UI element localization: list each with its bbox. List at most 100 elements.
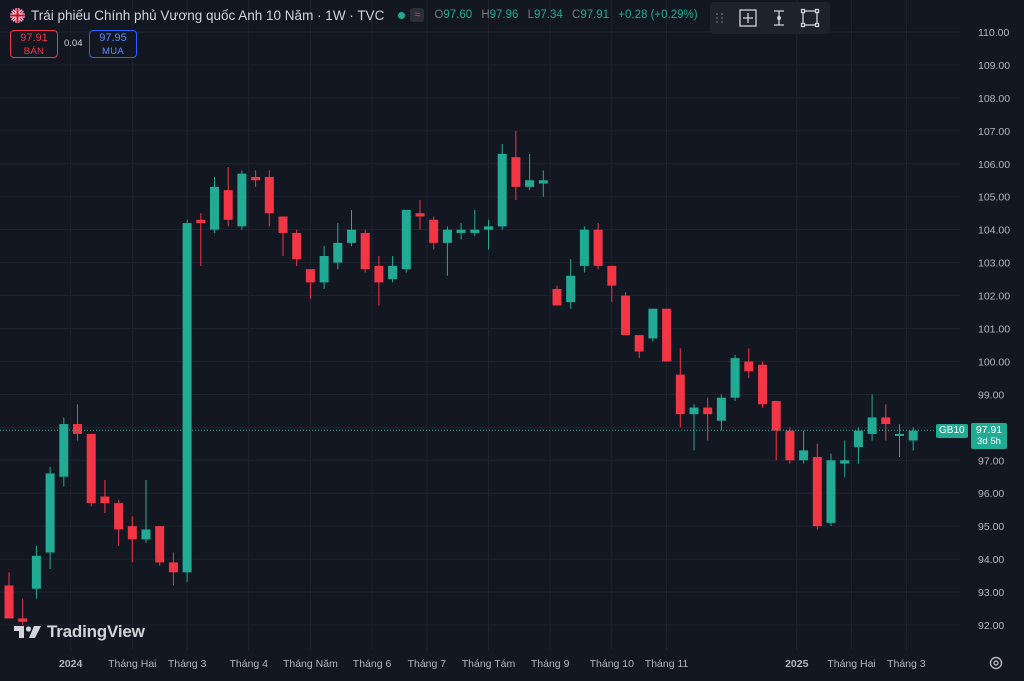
candle[interactable]: [662, 308, 672, 362]
chart-header: Trái phiếu Chính phủ Vương quốc Anh 10 N…: [10, 6, 698, 24]
candle-body: [168, 562, 178, 573]
y-tick-label: 108.00: [978, 93, 1010, 105]
candle[interactable]: [442, 226, 452, 276]
candle[interactable]: [785, 427, 795, 464]
x-tick-label: Tháng 7: [408, 658, 447, 670]
candle[interactable]: [511, 130, 521, 201]
candle[interactable]: [251, 170, 261, 187]
candle-body: [497, 153, 507, 227]
y-tick-label: 94.00: [978, 554, 1004, 566]
candle[interactable]: [867, 394, 877, 441]
candle[interactable]: [456, 223, 466, 240]
candle[interactable]: [278, 216, 288, 257]
candle-body: [305, 269, 315, 283]
candle[interactable]: [31, 545, 41, 599]
y-tick-label: 104.00: [978, 225, 1010, 237]
countdown-value: 3d 5h: [977, 436, 1001, 447]
candle[interactable]: [305, 269, 315, 299]
symbol-title[interactable]: Trái phiếu Chính phủ Vương quốc Anh 10 N…: [31, 7, 385, 23]
candle[interactable]: [360, 229, 370, 273]
candle[interactable]: [388, 256, 398, 283]
candle[interactable]: [525, 153, 535, 191]
uk-flag-icon: [10, 7, 25, 23]
candle[interactable]: [634, 335, 644, 359]
candle[interactable]: [538, 170, 548, 197]
candle[interactable]: [716, 394, 726, 431]
candle[interactable]: [168, 552, 178, 586]
candle[interactable]: [566, 259, 576, 309]
candle-body: [703, 407, 713, 415]
candle[interactable]: [127, 516, 137, 563]
candle[interactable]: [4, 572, 14, 619]
candle[interactable]: [895, 424, 904, 457]
candle[interactable]: [771, 400, 781, 461]
candle-body: [675, 374, 685, 415]
candle[interactable]: [18, 598, 28, 625]
candle[interactable]: [470, 209, 480, 237]
candle[interactable]: [826, 453, 836, 527]
candle[interactable]: [908, 427, 918, 451]
candle[interactable]: [689, 404, 699, 451]
measure-icon[interactable]: [767, 5, 790, 31]
candle[interactable]: [853, 427, 863, 464]
candle[interactable]: [155, 526, 165, 566]
candle[interactable]: [621, 292, 630, 336]
candle-body: [525, 180, 535, 187]
candle[interactable]: [374, 256, 384, 306]
candle[interactable]: [223, 167, 233, 227]
candle[interactable]: [607, 265, 617, 303]
market-status[interactable]: ≈: [398, 8, 425, 22]
tradingview-logo[interactable]: TradingView: [14, 622, 145, 642]
candle[interactable]: [758, 361, 767, 408]
candle[interactable]: [100, 480, 110, 513]
candle[interactable]: [196, 213, 206, 266]
candle[interactable]: [552, 285, 562, 306]
candle[interactable]: [648, 308, 658, 342]
candle[interactable]: [579, 226, 589, 273]
candle[interactable]: [675, 348, 685, 428]
candle[interactable]: [401, 209, 411, 273]
candle[interactable]: [319, 246, 329, 289]
candle[interactable]: [429, 216, 439, 250]
candle[interactable]: [237, 170, 247, 230]
candle-body: [853, 430, 863, 448]
market-open-dot-icon: [398, 11, 406, 19]
candle[interactable]: [593, 223, 603, 270]
candle-body: [579, 229, 589, 266]
candle[interactable]: [703, 397, 713, 441]
candle[interactable]: [210, 176, 219, 233]
candle[interactable]: [333, 223, 343, 270]
candle[interactable]: [73, 404, 82, 441]
candle[interactable]: [744, 348, 754, 378]
candle[interactable]: [264, 170, 274, 227]
close-value: 97.91: [580, 9, 610, 21]
zoom-range-icon[interactable]: [799, 5, 822, 31]
candle[interactable]: [799, 430, 809, 464]
candle[interactable]: [86, 433, 96, 507]
candle[interactable]: [292, 229, 302, 266]
candle[interactable]: [347, 209, 356, 247]
candle[interactable]: [141, 480, 151, 543]
candle[interactable]: [59, 417, 69, 487]
buy-button[interactable]: 97.95 MUA: [89, 30, 137, 58]
candle[interactable]: [415, 200, 425, 230]
candle[interactable]: [484, 219, 493, 250]
candle[interactable]: [812, 443, 822, 530]
crosshair-icon[interactable]: [736, 5, 759, 31]
sell-price: 97.91: [20, 32, 48, 44]
candle[interactable]: [114, 499, 124, 546]
candle[interactable]: [730, 354, 740, 401]
y-axis: 92.0093.0094.0095.0096.0097.0098.0099.00…: [978, 27, 1010, 632]
candle[interactable]: [182, 219, 192, 583]
candle[interactable]: [881, 404, 891, 441]
candle[interactable]: [45, 466, 55, 569]
settings-icon[interactable]: [989, 656, 1003, 670]
candle[interactable]: [497, 144, 507, 230]
sell-button[interactable]: 97.91 BÁN: [10, 30, 58, 58]
candle-body: [210, 186, 219, 230]
drag-handle-icon[interactable]: [716, 13, 724, 23]
candle-body: [388, 265, 398, 280]
x-tick-label: Tháng Tám: [462, 658, 516, 670]
candle[interactable]: [840, 440, 850, 477]
